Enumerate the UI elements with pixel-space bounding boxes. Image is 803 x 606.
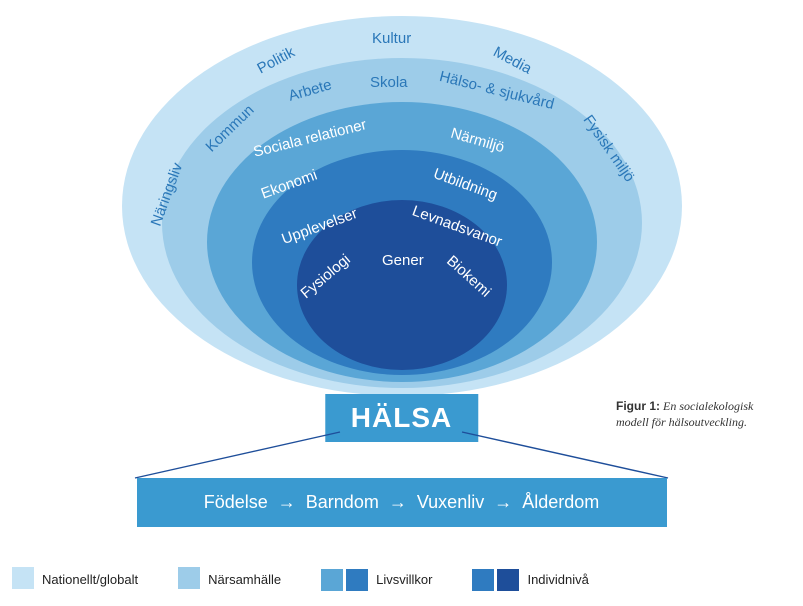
arrow-icon: → (494, 492, 512, 513)
arrow-icon: → (278, 492, 296, 513)
legend-swatch (321, 569, 343, 591)
legend-swatch (178, 567, 200, 589)
diagram-stage: PolitikKulturMediaNäringslivKommunArbete… (0, 0, 803, 606)
legend-swatch (346, 569, 368, 591)
legend-swatch (497, 569, 519, 591)
caption-bold: Figur 1: (616, 399, 660, 413)
legend-item: Nationellt/globalt (12, 567, 138, 592)
legend-label: Nationellt/globalt (42, 572, 138, 587)
life-stage-item: Barndom (306, 492, 379, 513)
life-stages-bar: Födelse → Barndom → Vuxenliv → Ålderdom (137, 478, 667, 527)
legend-swatch (472, 569, 494, 591)
legend-item: Närsamhälle (178, 567, 281, 592)
legend-item: Individnivå (472, 569, 588, 591)
legend: Nationellt/globalt Närsamhälle Livsvillkor… (0, 567, 803, 592)
legend-swatch (12, 567, 34, 589)
arrow-icon: → (389, 492, 407, 513)
life-stage-item: Födelse (204, 492, 268, 513)
life-stage-item: Ålderdom (522, 492, 599, 513)
figure-caption: Figur 1: En socialekologisk modell för h… (616, 398, 776, 430)
legend-item: Livsvillkor (321, 569, 432, 591)
legend-label: Livsvillkor (376, 572, 432, 587)
legend-label: Individnivå (527, 572, 588, 587)
life-stage-item: Vuxenliv (417, 492, 484, 513)
legend-label: Närsamhälle (208, 572, 281, 587)
